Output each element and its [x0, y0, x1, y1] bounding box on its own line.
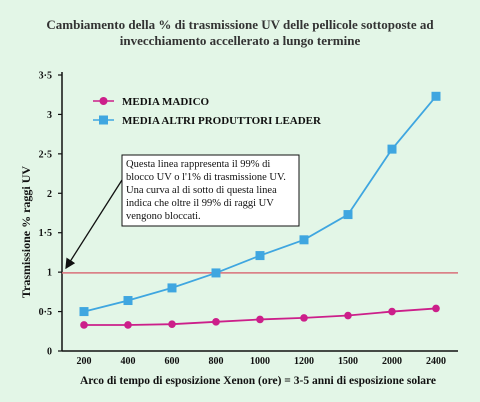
x-tick-label: 1200	[294, 356, 314, 367]
series-0	[80, 304, 440, 329]
y-tick-label: 2	[47, 189, 52, 200]
annotation-box	[121, 154, 300, 227]
y-ticks: 0 0·5 1 1·5 2 2·5 3 3·5	[39, 71, 62, 358]
data-point	[432, 304, 440, 313]
y-tick-label: 3·5	[39, 71, 52, 82]
y-tick-label: 3	[47, 110, 52, 121]
y-tick-label: 1·5	[39, 228, 52, 239]
data-point	[168, 320, 176, 328]
data-point	[299, 235, 309, 245]
data-point	[256, 315, 264, 324]
x-tick-label: 400	[121, 356, 136, 367]
annotation-arrow	[65, 179, 123, 270]
y-axis-label: Trasmissione % raggi UV	[19, 166, 33, 298]
legend: MEDIA MADICO MEDIA ALTRI PRODUTTORI LEAD…	[93, 96, 322, 127]
x-tick-label: 600	[165, 356, 180, 367]
annotation-callout: Questa linea rappresenta il 99% di blocc…	[65, 154, 300, 270]
data-point	[344, 311, 352, 320]
x-tick-label: 200	[77, 356, 92, 367]
x-tick-label: 2000	[382, 356, 402, 367]
data-point	[211, 268, 221, 278]
data-point	[212, 318, 220, 326]
annotation-line-4: indica che oltre il 99% di raggi UV	[126, 198, 274, 209]
data-point	[167, 283, 177, 293]
legend-altri-marker	[99, 115, 108, 125]
data-point	[431, 91, 441, 101]
axes	[61, 72, 458, 352]
y-tick-label: 0	[47, 347, 52, 358]
legend-madico-marker	[99, 97, 108, 105]
series-1	[79, 91, 441, 317]
data-point	[123, 296, 133, 306]
annotation-line-1: Questa linea rappresenta il 99% di	[126, 159, 270, 170]
annotation-line-3: Una curva al di sotto di questa linea	[126, 185, 277, 196]
legend-madico-label: MEDIA MADICO	[122, 96, 210, 108]
chart-title-line-2: invecchiamento accellerato a lungo termi…	[120, 33, 361, 48]
data-point	[300, 314, 308, 322]
x-tick-label: 1500	[338, 356, 358, 367]
x-tick-label: 2400	[426, 356, 446, 367]
x-tick-label: 1000	[250, 356, 270, 367]
series-layer	[79, 91, 441, 329]
data-point	[388, 307, 396, 316]
y-tick-label: 0·5	[39, 307, 52, 318]
data-point	[79, 307, 89, 317]
data-point	[387, 144, 397, 154]
data-point	[80, 321, 88, 329]
x-axis-label: Arco di tempo di esposizione Xenon (ore)…	[80, 375, 436, 387]
legend-altri-label: MEDIA ALTRI PRODUTTORI LEADER	[122, 115, 322, 127]
x-tick-label: 800	[209, 356, 224, 367]
data-point	[124, 321, 132, 329]
y-tick-label: 1	[47, 268, 52, 279]
y-tick-label: 2·5	[39, 149, 52, 160]
data-point	[343, 210, 353, 220]
annotation-line-2: blocco UV o l'1% di trasmissione UV.	[126, 172, 286, 183]
x-ticks: 200 400 600 800 1000 1200 1500 2000 2400	[77, 356, 447, 367]
chart-title-line-1: Cambiamento della % di trasmissione UV d…	[46, 17, 434, 32]
annotation-line-5: vengono bloccati.	[126, 211, 201, 222]
data-point	[255, 251, 265, 261]
